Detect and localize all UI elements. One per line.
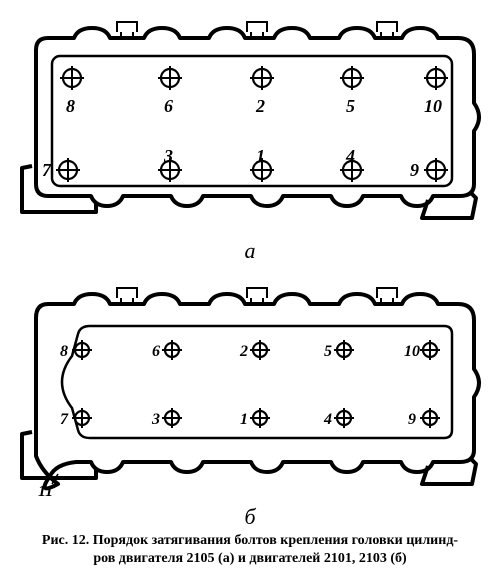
- bolt-10: 10: [424, 66, 448, 116]
- figure-caption: Рис. 12. Порядок затягивания болтов креп…: [12, 530, 488, 567]
- bolt-4: 4: [323, 408, 354, 428]
- svg-text:10: 10: [404, 343, 420, 360]
- svg-text:8: 8: [66, 96, 75, 116]
- svg-text:10: 10: [424, 96, 442, 116]
- bolt-1: 1: [250, 146, 274, 182]
- bolt-2: 2: [250, 66, 274, 116]
- bolt-4: 4: [340, 146, 364, 182]
- panel-a: 8 6 2 5 10 7 3 1 4 9: [12, 12, 488, 232]
- bolt-9: 9: [408, 408, 440, 428]
- sublabel-b: б: [12, 504, 488, 530]
- svg-text:5: 5: [324, 343, 332, 360]
- svg-text:8: 8: [60, 343, 68, 360]
- panel-b: 8 6 2 5 10 7 3 1 4 9 11: [12, 278, 488, 498]
- bolt-6: 6: [152, 340, 182, 360]
- bolt-8: 8: [60, 66, 84, 116]
- svg-text:9: 9: [410, 160, 419, 180]
- bolt-5: 5: [340, 66, 364, 116]
- svg-text:4: 4: [345, 146, 355, 166]
- bolt-7: 7: [42, 158, 80, 182]
- svg-text:2: 2: [255, 96, 265, 116]
- bolt-3: 3: [151, 408, 182, 428]
- svg-text:5: 5: [346, 96, 355, 116]
- callout-11: 11: [38, 483, 53, 498]
- svg-text:3: 3: [151, 411, 160, 428]
- svg-text:9: 9: [408, 411, 416, 428]
- svg-text:1: 1: [240, 411, 248, 428]
- diagram-b-svg: 8 6 2 5 10 7 3 1 4 9 11: [12, 278, 488, 498]
- bolt-2: 2: [239, 340, 270, 360]
- svg-text:6: 6: [152, 343, 160, 360]
- bolt-9: 9: [410, 158, 448, 182]
- diagram-a-svg: 8 6 2 5 10 7 3 1 4 9: [12, 12, 488, 232]
- bolt-10: 10: [404, 340, 440, 360]
- svg-text:4: 4: [323, 411, 332, 428]
- svg-text:7: 7: [60, 411, 69, 428]
- svg-text:6: 6: [164, 96, 173, 116]
- svg-text:2: 2: [239, 343, 248, 360]
- caption-line-1: Рис. 12. Порядок затягивания болтов креп…: [42, 533, 458, 548]
- bolt-5: 5: [324, 340, 354, 360]
- caption-line-2: ров двигателя 2105 (а) и двигателей 2101…: [93, 551, 406, 566]
- svg-text:3: 3: [163, 146, 173, 166]
- bolt-1: 1: [240, 408, 270, 428]
- svg-text:1: 1: [256, 146, 265, 166]
- sublabel-a: а: [12, 238, 488, 264]
- bolt-3: 3: [158, 146, 182, 182]
- bolt-6: 6: [158, 66, 182, 116]
- svg-text:7: 7: [42, 160, 52, 180]
